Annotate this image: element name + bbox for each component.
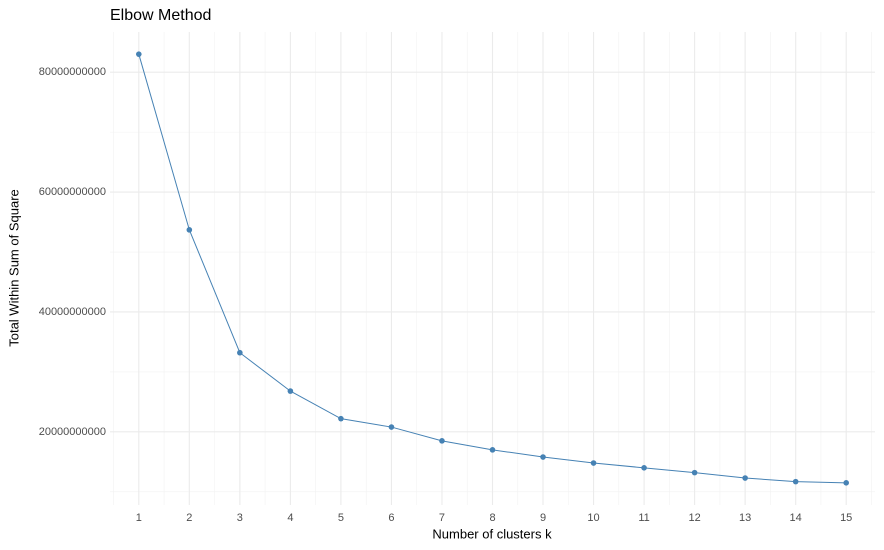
y-axis-title: Total Within Sum of Square [6,189,21,347]
point [237,349,243,356]
y-tick-label: 80000000000 [39,66,106,78]
y-tick-label: 60000000000 [39,186,106,198]
x-tick-label: 12 [688,512,700,524]
x-tick-label: 7 [439,512,445,524]
point [641,465,647,471]
y-tick-label: 40000000000 [39,306,106,318]
x-tick-label: 2 [186,512,192,524]
point [489,447,496,453]
x-tick-label: 9 [540,512,546,524]
point [338,415,344,422]
point [287,388,294,394]
x-tick-label: 8 [489,512,495,524]
point [439,438,445,444]
point [590,460,597,466]
x-tick-label: 14 [790,512,802,524]
x-tick-label: 15 [840,512,852,524]
point [186,227,193,233]
x-tick-label: 11 [638,512,649,524]
point [388,424,395,430]
x-tick-label: 5 [338,512,344,524]
point [843,480,849,486]
x-tick-label: 3 [237,512,243,524]
x-tick-label: 13 [739,512,751,524]
point [691,469,698,476]
point [742,475,748,481]
chart-title: Elbow Method [110,7,211,24]
x-axis-title: Number of clusters k [432,526,552,541]
x-tick-label: 6 [388,512,394,524]
point [792,478,799,485]
y-tick-label: 20000000000 [39,426,106,438]
x-tick-label: 4 [287,512,293,524]
x-tick-label: 1 [136,512,142,524]
x-tick-label: 10 [587,512,599,524]
point [540,454,546,460]
point [136,51,142,57]
